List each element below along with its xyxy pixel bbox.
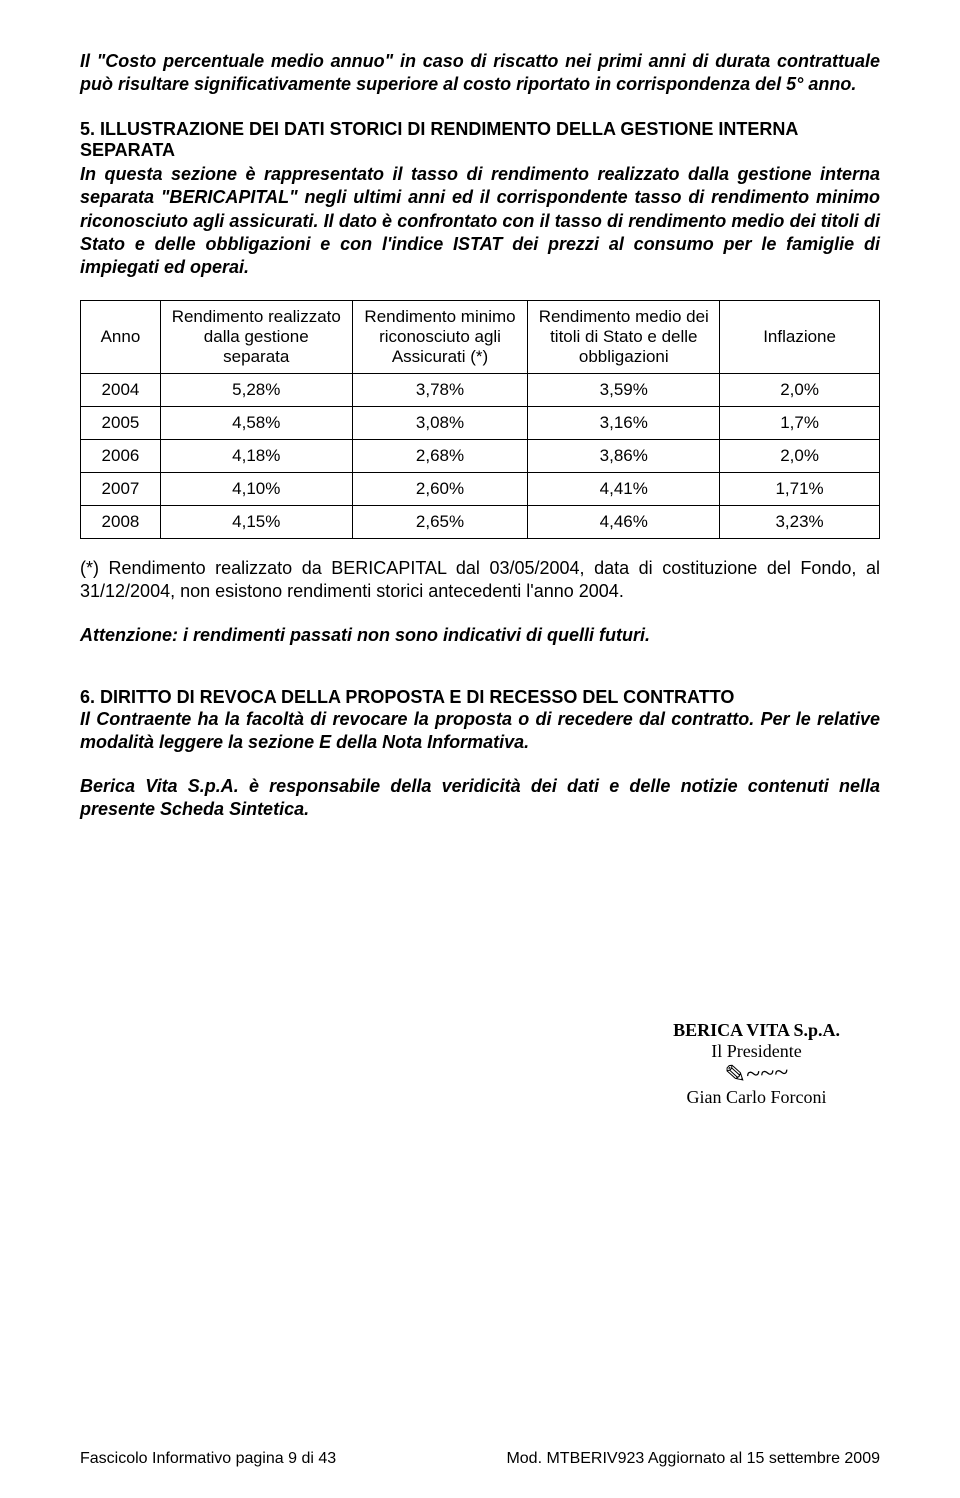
section6-body: Il Contraente ha la facoltà di revocare …	[80, 708, 880, 755]
signature-scribble-icon: ✎~~~	[673, 1060, 841, 1090]
signature-company: BERICA VITA S.p.A.	[673, 1020, 840, 1041]
table-row: 2005 4,58% 3,08% 3,16% 1,7%	[81, 406, 880, 439]
header-rendimento-realizzato: Rendimento realizzato dalla gestione sep…	[160, 300, 352, 373]
cell-c3: 3,16%	[528, 406, 720, 439]
section6-title: 6. DIRITTO DI REVOCA DELLA PROPOSTA E DI…	[80, 687, 880, 708]
cell-c1: 4,15%	[160, 505, 352, 538]
cell-c3: 3,59%	[528, 373, 720, 406]
attention-note: Attenzione: i rendimenti passati non son…	[80, 624, 880, 647]
cell-c1: 4,18%	[160, 439, 352, 472]
cell-c4: 2,0%	[720, 439, 880, 472]
header-anno: Anno	[81, 300, 161, 373]
cell-c2: 2,60%	[352, 472, 528, 505]
cell-c2: 3,78%	[352, 373, 528, 406]
footer-right: Mod. MTBERIV923 Aggiornato al 15 settemb…	[506, 1450, 880, 1468]
cell-c3: 4,46%	[528, 505, 720, 538]
cell-c2: 2,65%	[352, 505, 528, 538]
cell-c4: 3,23%	[720, 505, 880, 538]
table-row: 2007 4,10% 2,60% 4,41% 1,71%	[81, 472, 880, 505]
page-footer: Fascicolo Informativo pagina 9 di 43 Mod…	[80, 1450, 880, 1468]
cell-c3: 3,86%	[528, 439, 720, 472]
section5-body: In questa sezione è rappresentato il tas…	[80, 163, 880, 280]
intro-paragraph: Il "Costo percentuale medio annuo" in ca…	[80, 50, 880, 97]
cell-c3: 4,41%	[528, 472, 720, 505]
cell-anno: 2004	[81, 373, 161, 406]
table-row: 2008 4,15% 2,65% 4,46% 3,23%	[81, 505, 880, 538]
table-footnote: (*) Rendimento realizzato da BERICAPITAL…	[80, 557, 880, 604]
header-rendimento-medio: Rendimento medio dei titoli di Stato e d…	[528, 300, 720, 373]
footer-left: Fascicolo Informativo pagina 9 di 43	[80, 1450, 336, 1468]
cell-c2: 2,68%	[352, 439, 528, 472]
cell-anno: 2008	[81, 505, 161, 538]
responsibility-note: Berica Vita S.p.A. è responsabile della …	[80, 775, 880, 822]
signature-block: BERICA VITA S.p.A. Il Presidente ✎~~~ Gi…	[673, 1020, 840, 1108]
cell-c1: 5,28%	[160, 373, 352, 406]
table-row: 2006 4,18% 2,68% 3,86% 2,0%	[81, 439, 880, 472]
cell-c4: 1,7%	[720, 406, 880, 439]
cell-c4: 1,71%	[720, 472, 880, 505]
cell-c1: 4,58%	[160, 406, 352, 439]
header-inflazione: Inflazione	[720, 300, 880, 373]
header-rendimento-minimo: Rendimento minimo riconosciuto agli Assi…	[352, 300, 528, 373]
cell-anno: 2005	[81, 406, 161, 439]
cell-anno: 2006	[81, 439, 161, 472]
rendimento-table: Anno Rendimento realizzato dalla gestion…	[80, 300, 880, 539]
table-row: 2004 5,28% 3,78% 3,59% 2,0%	[81, 373, 880, 406]
section5-title: 5. ILLUSTRAZIONE DEI DATI STORICI DI REN…	[80, 119, 880, 161]
cell-c1: 4,10%	[160, 472, 352, 505]
cell-c2: 3,08%	[352, 406, 528, 439]
table-header-row: Anno Rendimento realizzato dalla gestion…	[81, 300, 880, 373]
cell-anno: 2007	[81, 472, 161, 505]
document-page: Il "Costo percentuale medio annuo" in ca…	[0, 0, 960, 1498]
signature-name: Gian Carlo Forconi	[673, 1087, 840, 1108]
cell-c4: 2,0%	[720, 373, 880, 406]
